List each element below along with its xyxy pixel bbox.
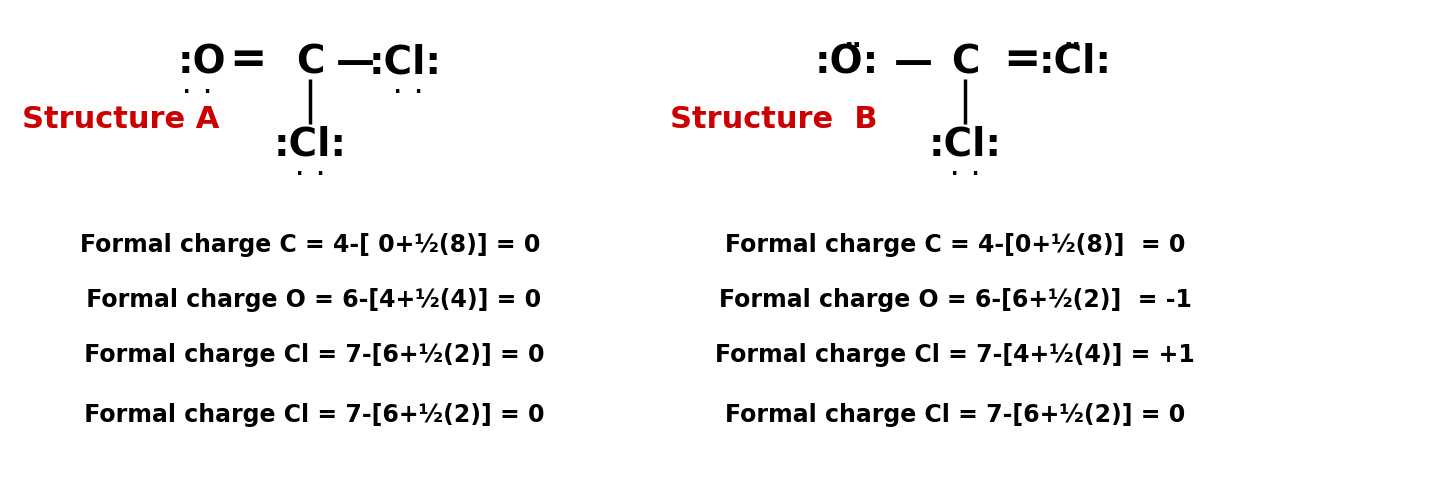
Text: C: C <box>296 43 324 81</box>
Text: C: C <box>950 43 979 81</box>
Text: Formal charge O = 6-[6+½(2)]  = -1: Formal charge O = 6-[6+½(2)] = -1 <box>718 288 1191 312</box>
Text: :Cl:: :Cl: <box>369 43 441 81</box>
Text: Formal charge O = 6-[4+½(4)] = 0: Formal charge O = 6-[4+½(4)] = 0 <box>78 288 541 312</box>
Text: Formal charge Cl = 7-[6+½(2)] = 0: Formal charge Cl = 7-[6+½(2)] = 0 <box>75 342 544 366</box>
Text: Formal charge C = 4-[0+½(8)]  = 0: Formal charge C = 4-[0+½(8)] = 0 <box>726 232 1185 256</box>
Text: —: — <box>335 43 374 81</box>
Text: ·  ·: · · <box>950 165 979 184</box>
Text: Formal charge Cl = 7-[6+½(2)] = 0: Formal charge Cl = 7-[6+½(2)] = 0 <box>75 402 544 426</box>
Text: :O: :O <box>177 43 226 81</box>
Text: Structure A: Structure A <box>22 105 219 134</box>
Text: =: = <box>1003 38 1040 81</box>
Text: —: — <box>894 43 933 81</box>
Text: :Cl:: :Cl: <box>929 126 1001 164</box>
Text: Formal charge Cl = 7-[4+½(4)] = +1: Formal charge Cl = 7-[4+½(4)] = +1 <box>715 342 1194 366</box>
Text: Structure  B: Structure B <box>670 105 878 134</box>
Text: :Ö:: :Ö: <box>815 43 879 81</box>
Text: Formal charge Cl = 7-[6+½(2)] = 0: Formal charge Cl = 7-[6+½(2)] = 0 <box>726 402 1185 426</box>
Text: ·  ·: · · <box>393 83 422 101</box>
Text: :C̈l:: :C̈l: <box>1039 43 1111 81</box>
Text: :Cl:: :Cl: <box>273 126 347 164</box>
Text: ·  ·: · · <box>183 83 212 101</box>
Text: Formal charge C = 4-[ 0+½(8)] = 0: Formal charge C = 4-[ 0+½(8)] = 0 <box>80 232 540 256</box>
Text: =: = <box>229 38 267 81</box>
Text: ·  ·: · · <box>296 165 324 184</box>
